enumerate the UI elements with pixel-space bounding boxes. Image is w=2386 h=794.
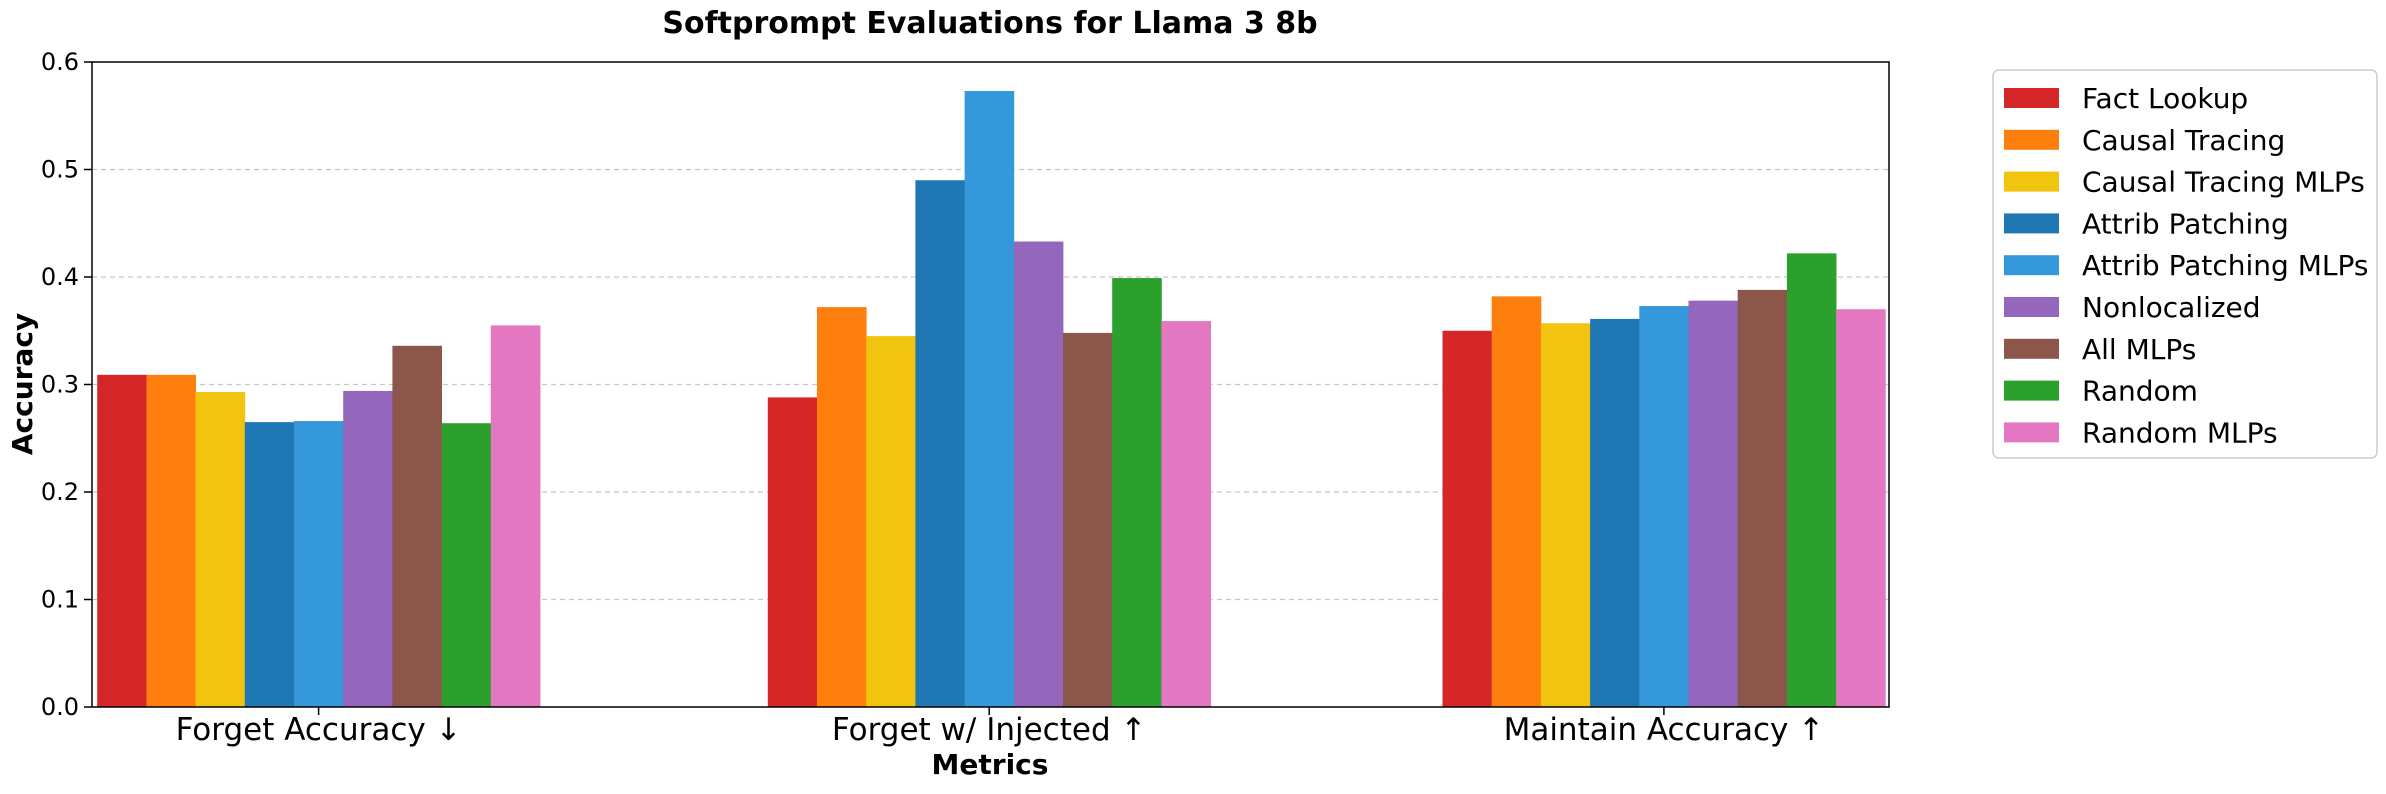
legend-label: Attrib Patching bbox=[2082, 207, 2289, 240]
y-tick-label: 0.4 bbox=[41, 263, 79, 291]
y-tick-label: 0.0 bbox=[41, 693, 79, 721]
legend-swatch bbox=[2004, 297, 2059, 317]
legend-swatch bbox=[2004, 129, 2059, 150]
bar bbox=[1442, 330, 1493, 707]
bar bbox=[1491, 296, 1542, 707]
legend-label: Causal Tracing MLPs bbox=[2082, 166, 2365, 199]
legend-swatch bbox=[2004, 171, 2059, 192]
legend-items: Fact Lookup Causal Tracing Causal Tracing … bbox=[2004, 82, 2368, 449]
bar bbox=[817, 307, 867, 707]
y-tick-label: 0.6 bbox=[41, 48, 79, 76]
bar bbox=[1786, 253, 1837, 707]
bar bbox=[767, 397, 818, 707]
bar bbox=[1688, 300, 1739, 707]
bar bbox=[244, 422, 295, 707]
x-axis-label: Metrics bbox=[932, 748, 1049, 781]
bar bbox=[146, 374, 196, 707]
bar bbox=[1063, 332, 1113, 707]
y-axis: 0.0 0.1 0.2 0.3 0.4 0.5 0.6 bbox=[41, 48, 92, 721]
y-tick-label: 0.5 bbox=[41, 156, 79, 184]
legend-frame bbox=[1992, 69, 2378, 459]
x-tick-label: Maintain Accuracy ↑ bbox=[1504, 712, 1825, 748]
y-axis-label: Accuracy bbox=[6, 313, 39, 455]
legend-swatch bbox=[2004, 88, 2059, 108]
bar bbox=[1590, 318, 1640, 707]
x-tick-label: Forget Accuracy ↓ bbox=[176, 712, 462, 748]
bar bbox=[866, 336, 916, 707]
legend-label: Random MLPs bbox=[2082, 416, 2278, 449]
bar bbox=[964, 91, 1015, 707]
bar bbox=[97, 374, 147, 707]
legend-swatch bbox=[2004, 380, 2059, 401]
bar bbox=[195, 392, 246, 707]
bar bbox=[1112, 278, 1162, 707]
bar bbox=[915, 180, 965, 707]
legend: Fact Lookup Causal Tracing Causal Tracing … bbox=[1992, 69, 2378, 459]
legend-swatch bbox=[2004, 255, 2059, 276]
legend-swatch bbox=[2004, 213, 2059, 234]
bar bbox=[1836, 309, 1886, 707]
y-tick-label: 0.2 bbox=[41, 478, 79, 506]
bar bbox=[1639, 306, 1689, 707]
legend-swatch bbox=[2004, 422, 2059, 443]
legend-label: Nonlocalized bbox=[2082, 291, 2261, 324]
bar bbox=[392, 345, 442, 707]
bar bbox=[1013, 241, 1064, 707]
legend-label: Attrib Patching MLPs bbox=[2082, 249, 2368, 282]
bar bbox=[294, 421, 344, 707]
bar bbox=[343, 390, 393, 707]
bar bbox=[1161, 321, 1211, 707]
chart-title: Softprompt Evaluations for Llama 3 8b bbox=[662, 6, 1317, 41]
y-tick-label: 0.1 bbox=[41, 586, 79, 614]
bar bbox=[441, 423, 492, 707]
legend-swatch bbox=[2004, 338, 2059, 359]
x-axis: Forget Accuracy ↓ Forget w/ Injected ↑ Mai… bbox=[176, 707, 1825, 748]
bar bbox=[1737, 289, 1788, 707]
bars-layer bbox=[97, 91, 1886, 707]
x-tick-label: Forget w/ Injected ↑ bbox=[832, 712, 1147, 748]
legend-label: Causal Tracing bbox=[2082, 124, 2285, 157]
legend-label: Random bbox=[2082, 375, 2198, 408]
y-tick-label: 0.3 bbox=[41, 371, 79, 399]
legend-label: Fact Lookup bbox=[2082, 82, 2248, 115]
legend-label: All MLPs bbox=[2082, 333, 2196, 366]
bar bbox=[490, 325, 541, 707]
bar bbox=[1540, 323, 1591, 707]
